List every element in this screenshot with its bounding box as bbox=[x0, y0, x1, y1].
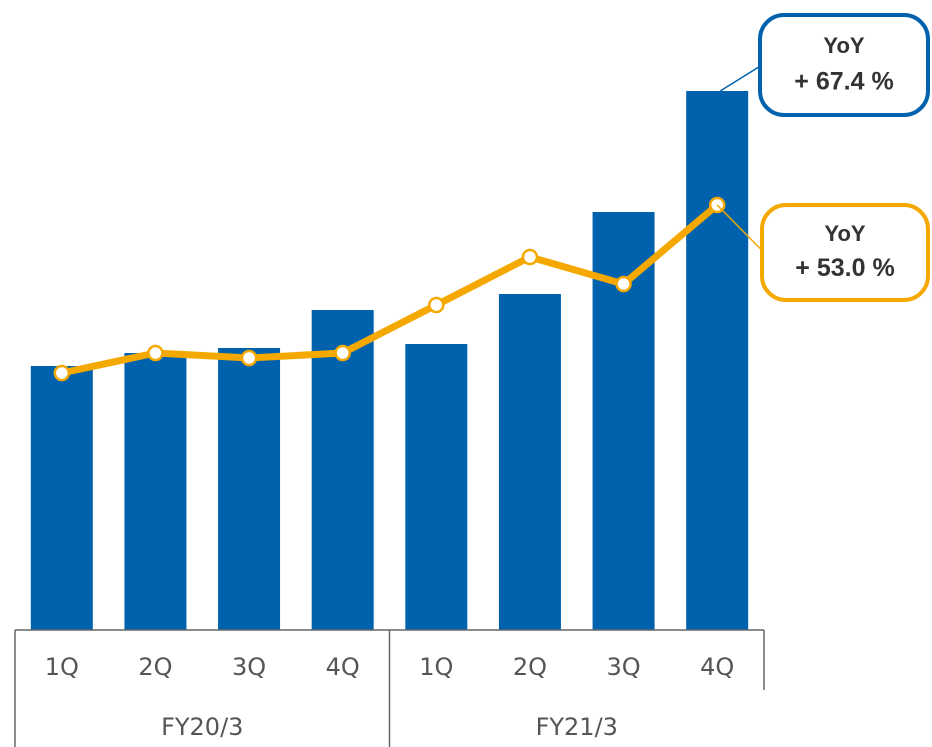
line-marker bbox=[240, 349, 258, 367]
bar bbox=[498, 294, 561, 630]
line-marker bbox=[334, 344, 351, 362]
bar bbox=[405, 344, 468, 630]
callout-label: YoY bbox=[824, 221, 865, 246]
callout-leader bbox=[716, 204, 765, 254]
x-tick-label: 4Q bbox=[700, 653, 734, 681]
line-marker bbox=[147, 344, 164, 362]
bar bbox=[218, 348, 281, 630]
callout-label: YoY bbox=[823, 33, 864, 58]
bar bbox=[30, 366, 93, 630]
callout-value: + 67.4 % bbox=[794, 68, 893, 96]
bar bbox=[124, 353, 187, 630]
x-tick-label: 3Q bbox=[606, 653, 640, 681]
x-tick-label: 4Q bbox=[326, 653, 360, 681]
line-marker bbox=[615, 275, 632, 293]
x-tick-label: 1Q bbox=[419, 653, 453, 681]
line-marker bbox=[521, 248, 539, 266]
x-tick-label: 2Q bbox=[138, 653, 172, 681]
callout-box bbox=[760, 203, 930, 302]
callout-leader bbox=[719, 64, 763, 92]
x-tick-label: 3Q bbox=[232, 653, 266, 681]
bar bbox=[686, 91, 749, 630]
bar bbox=[311, 310, 374, 630]
x-tick-label: 1Q bbox=[45, 653, 79, 681]
line-marker bbox=[428, 296, 445, 314]
group-label: FY21/3 bbox=[536, 713, 618, 741]
callout-box bbox=[758, 13, 930, 117]
line-marker bbox=[53, 364, 71, 382]
line bbox=[61, 202, 720, 377]
group-label: FY20/3 bbox=[161, 713, 243, 741]
x-tick-label: 2Q bbox=[513, 653, 547, 681]
callout-value: + 53.0 % bbox=[795, 254, 894, 282]
